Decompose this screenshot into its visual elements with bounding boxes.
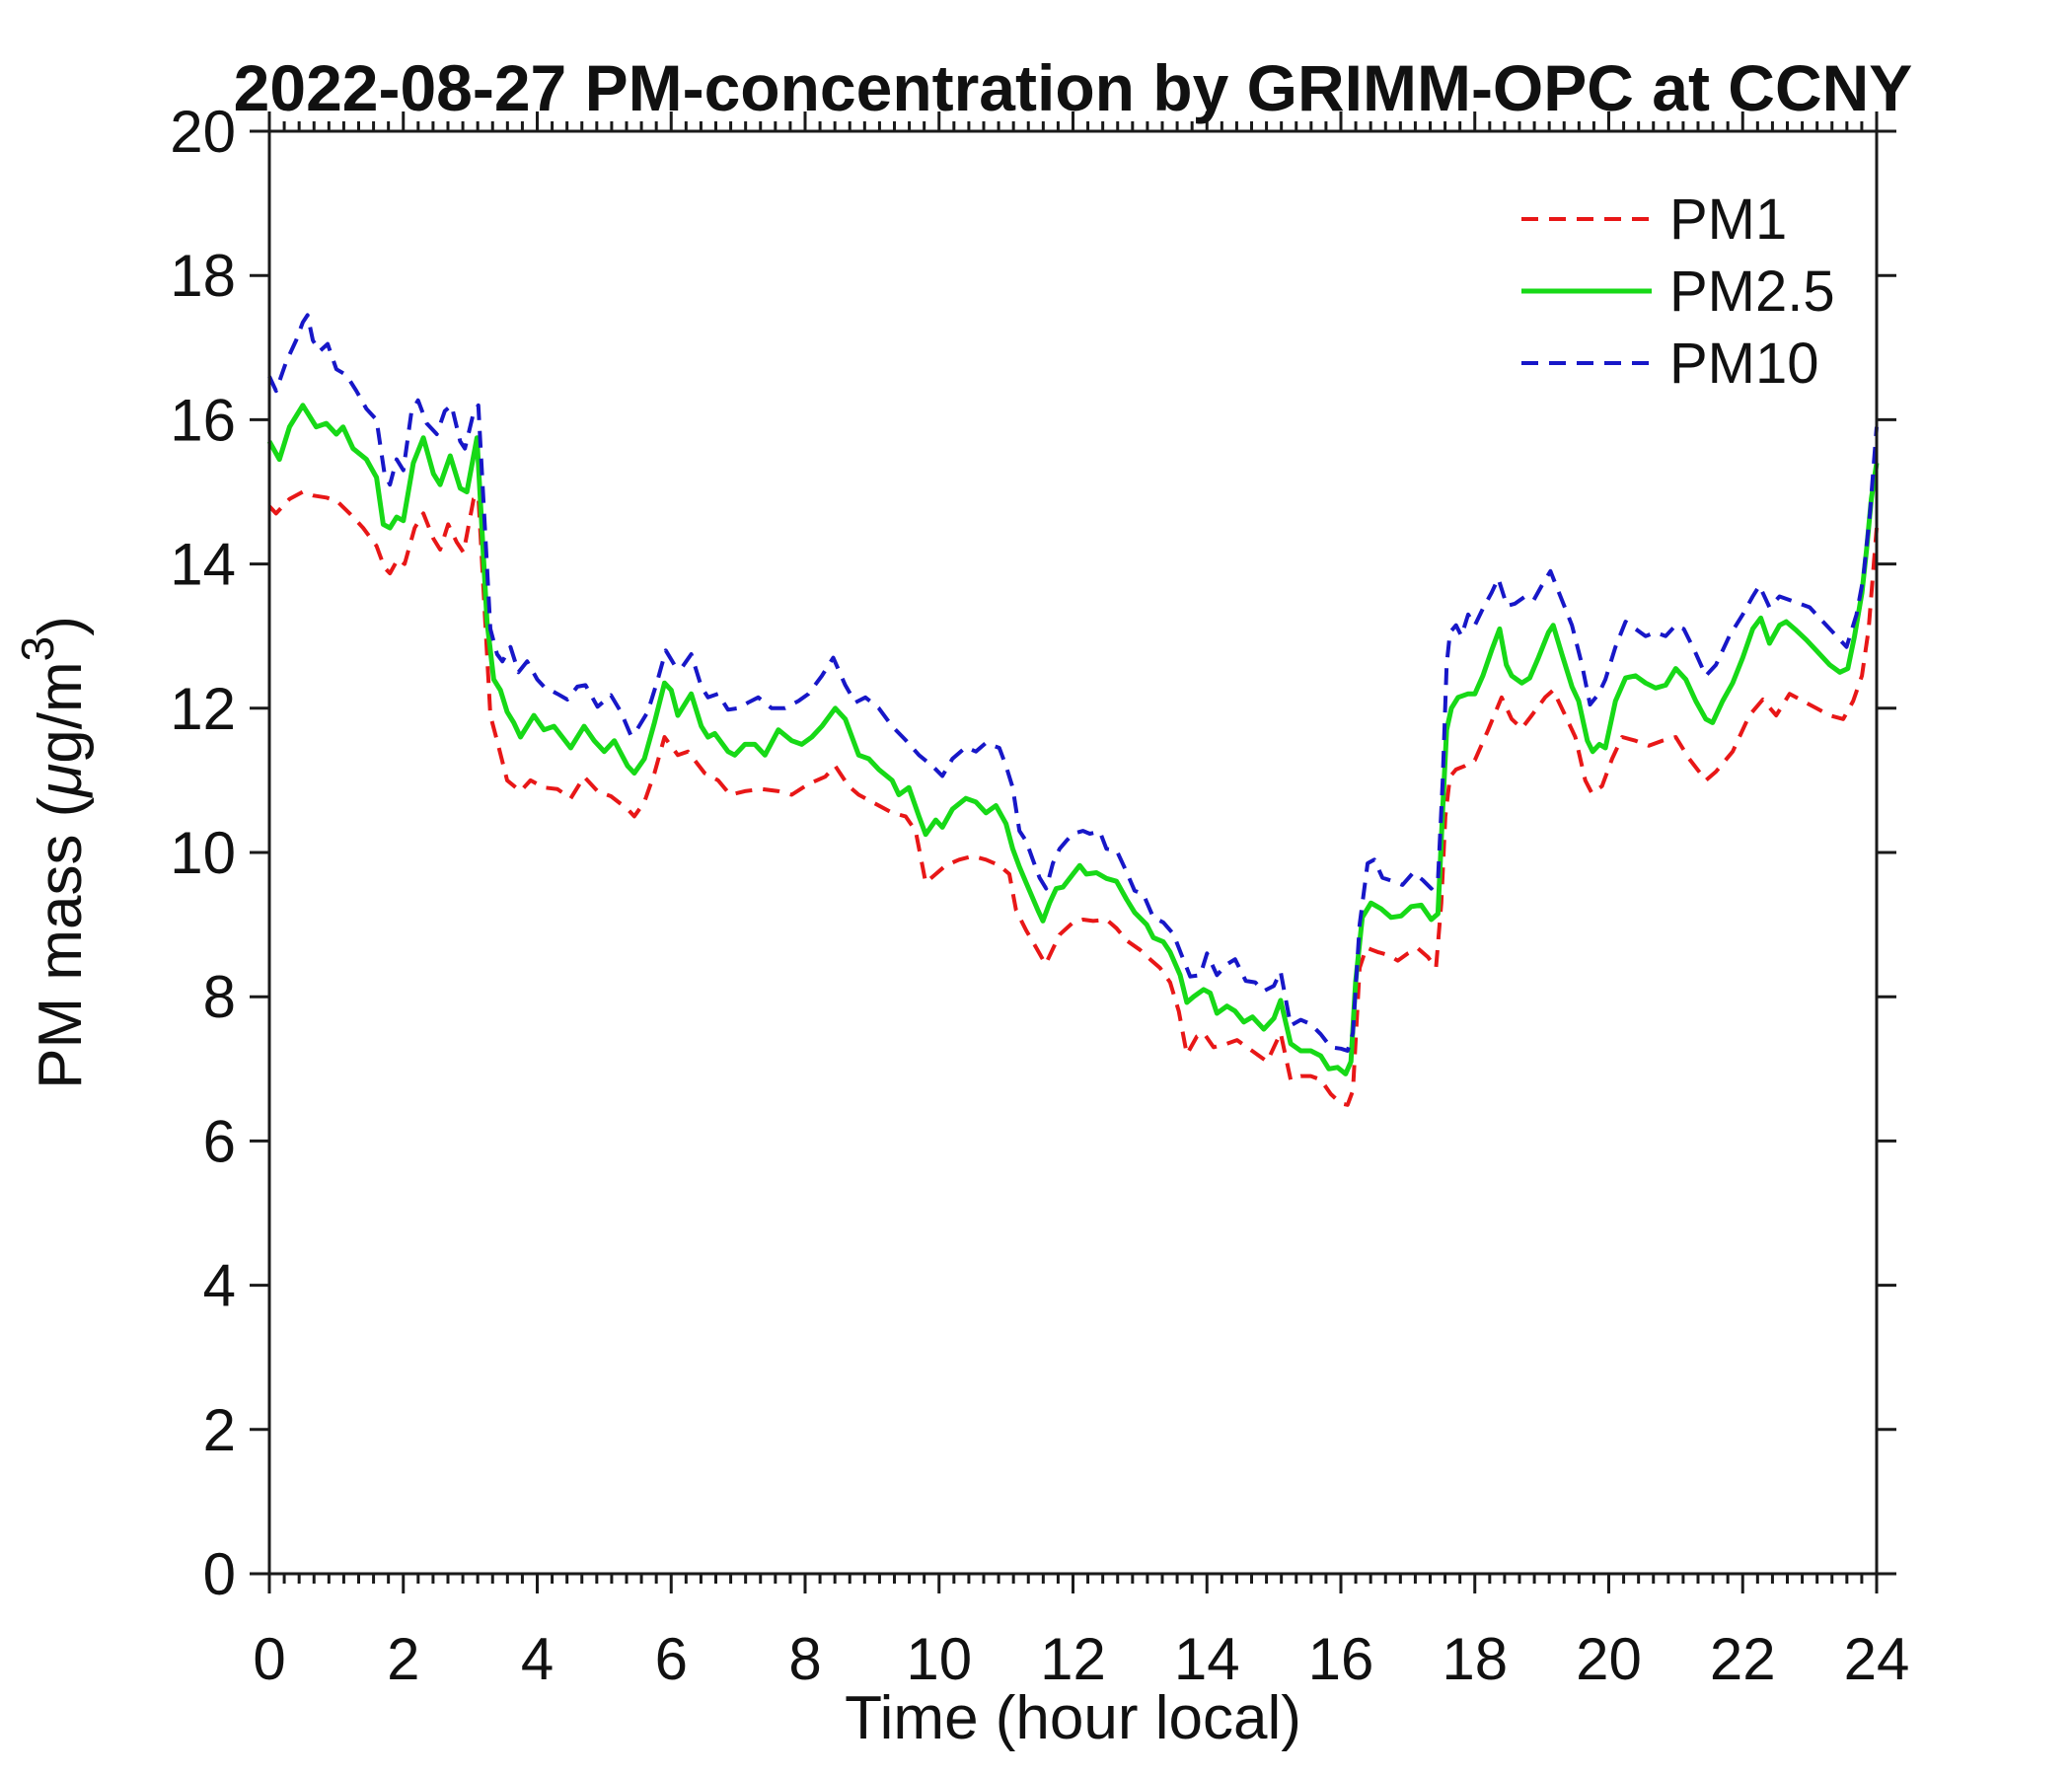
series-pm10-line	[267, 313, 1879, 1053]
x-axis-label: Time (hour local)	[845, 1684, 1301, 1752]
x-tick-label: 0	[253, 1626, 285, 1692]
chart-title: 2022-08-27 PM-concentration by GRIMM-OPC…	[234, 51, 1913, 124]
x-tick-label: 24	[1844, 1626, 1910, 1692]
y-tick-label: 20	[170, 99, 236, 165]
x-tick-label: 18	[1442, 1626, 1508, 1692]
x-tick-label: 4	[521, 1626, 554, 1692]
x-tick-label: 20	[1576, 1626, 1642, 1692]
y-tick-label: 0	[203, 1541, 236, 1607]
series-pm1-line	[267, 489, 1879, 1107]
y-tick-label: 4	[203, 1253, 236, 1319]
x-tick-label: 14	[1174, 1626, 1240, 1692]
y-tick-label: 12	[170, 676, 236, 742]
x-tick-label: 10	[906, 1626, 972, 1692]
x-tick-label: 22	[1710, 1626, 1776, 1692]
y-tick-label: 14	[170, 532, 236, 598]
x-tick-label: 12	[1040, 1626, 1106, 1692]
legend-pm1-label: PM1	[1669, 187, 1787, 252]
y-tick-label: 10	[170, 820, 236, 886]
x-tick-label: 6	[655, 1626, 688, 1692]
y-tick-label: 18	[170, 243, 236, 309]
x-tick-label: 2	[387, 1626, 419, 1692]
series-pm25-line	[266, 403, 1880, 1076]
y-tick-label: 6	[203, 1108, 236, 1174]
y-tick-label: 16	[170, 387, 236, 453]
y-tick-label: 8	[203, 964, 236, 1030]
plot-box	[267, 129, 1879, 1576]
y-axis-label: PM mass (μg/m3)	[12, 616, 95, 1089]
y-tick-label: 2	[203, 1397, 236, 1463]
legend-pm10-label: PM10	[1669, 332, 1819, 396]
x-tick-label: 16	[1308, 1626, 1374, 1692]
x-tick-label: 8	[788, 1626, 821, 1692]
legend-pm25-label: PM2.5	[1669, 259, 1835, 324]
